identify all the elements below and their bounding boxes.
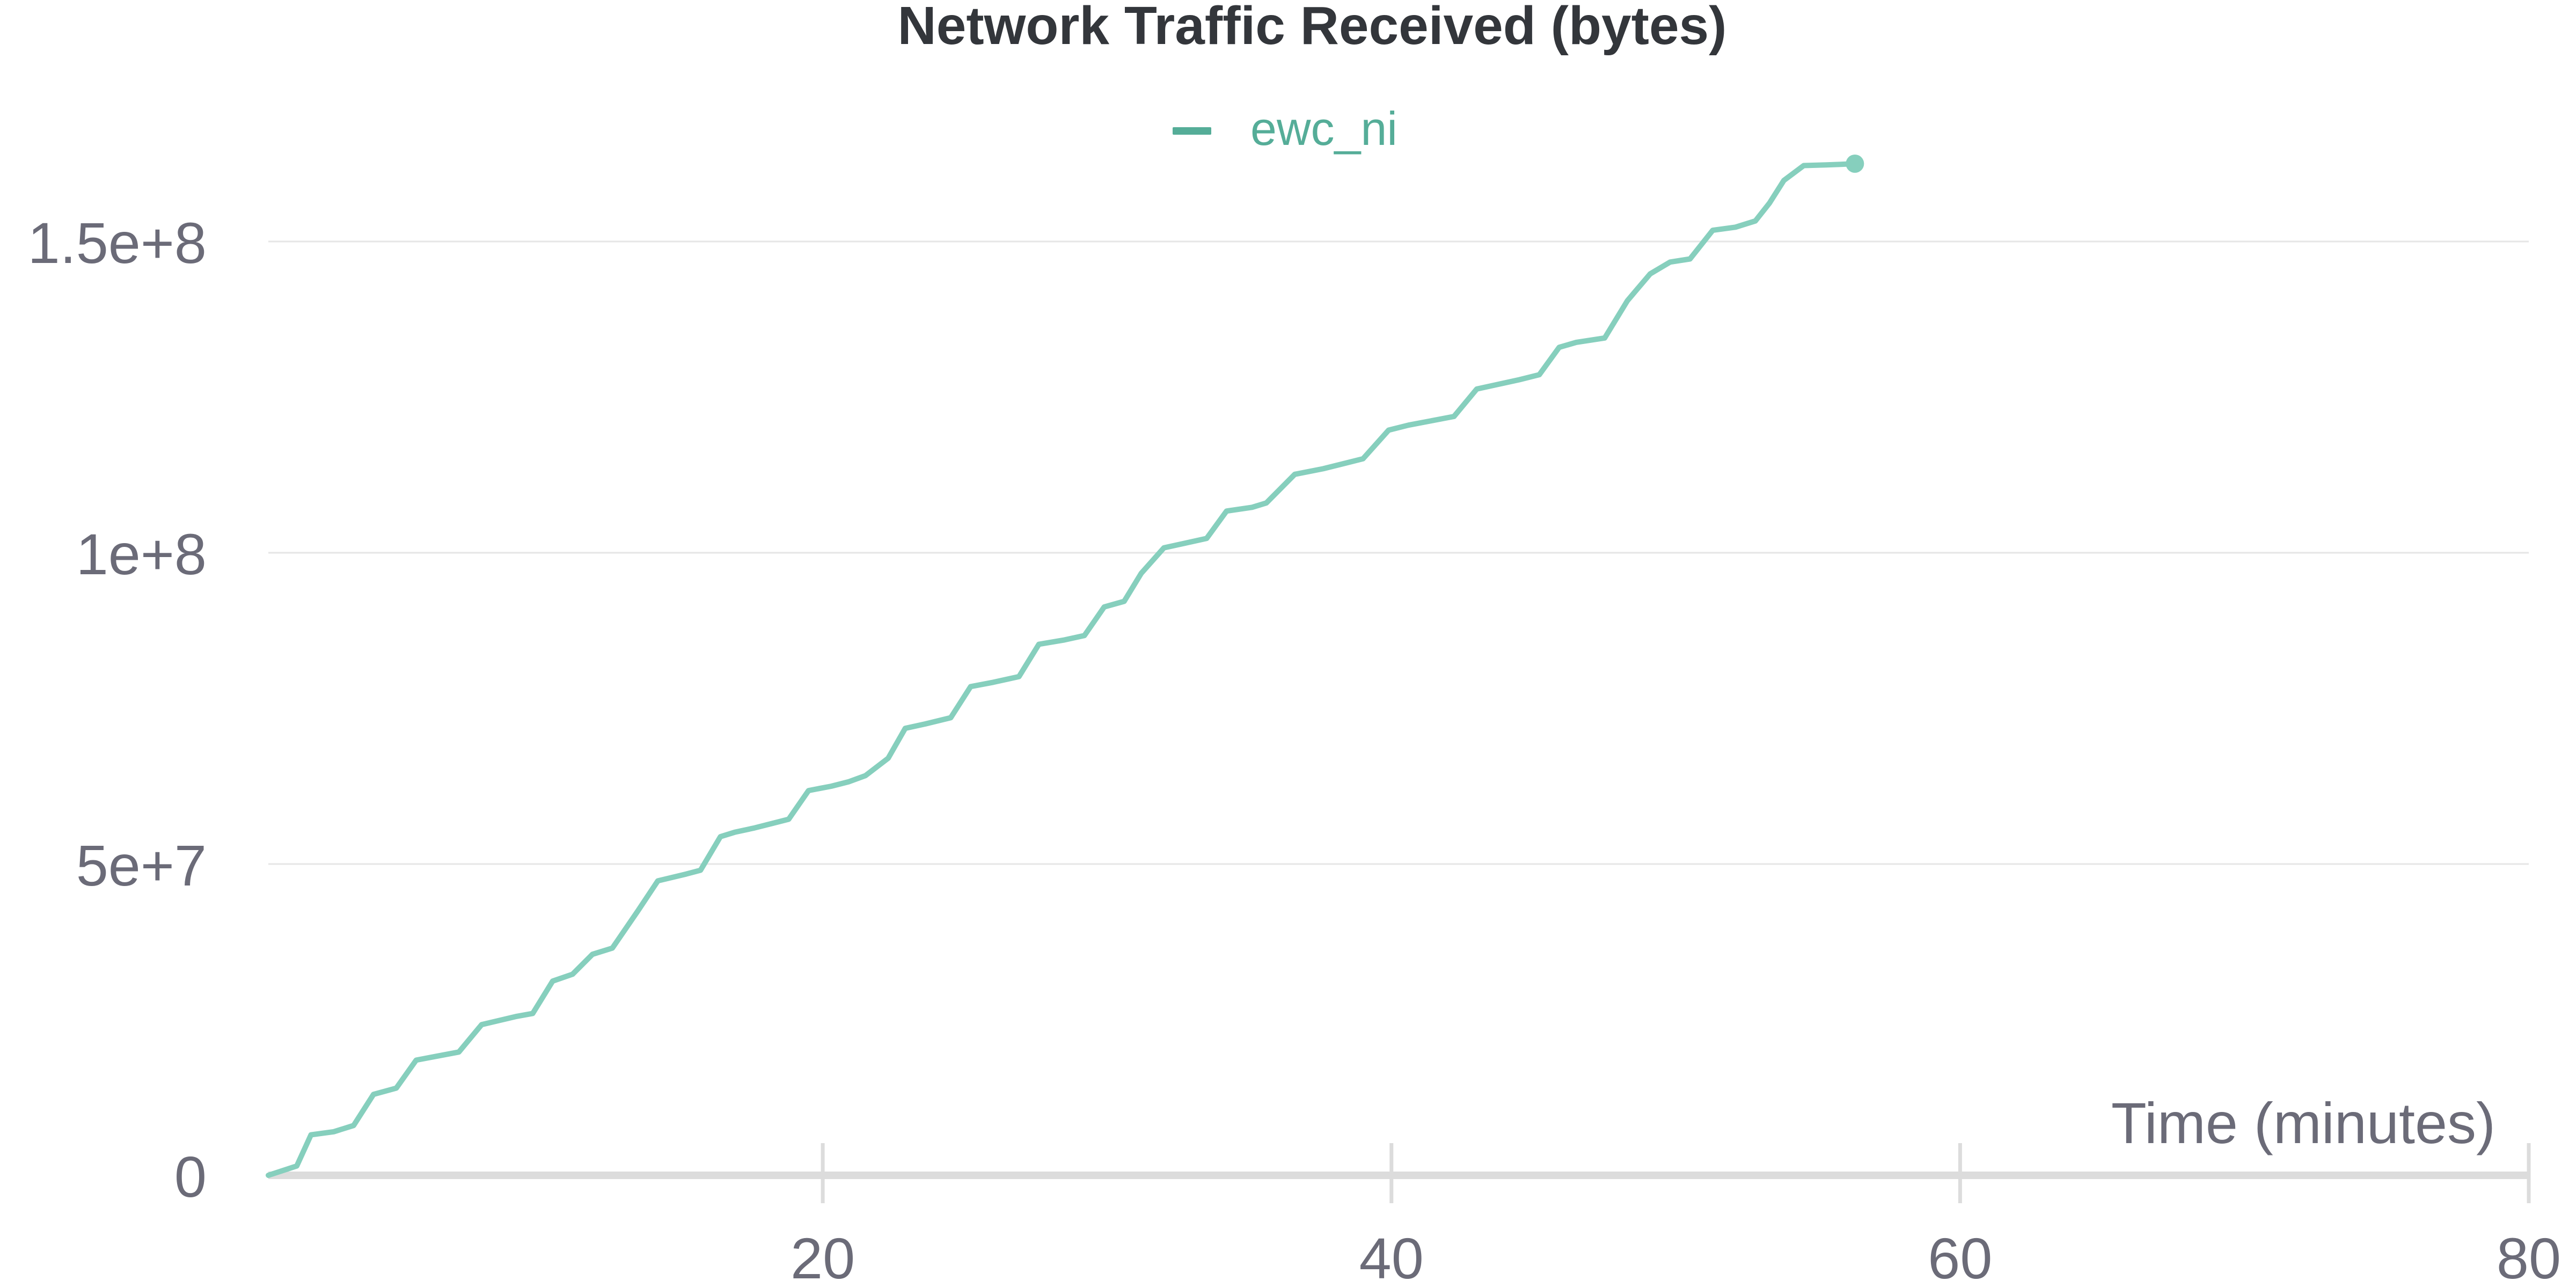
x-axis-label: Time (minutes) [2111,1091,2496,1155]
chart-title: Network Traffic Received (bytes) [898,0,1727,56]
y-tick-label: 5e+7 [76,833,207,898]
x-tick-label: 60 [1928,1226,1992,1288]
series-layer [266,155,1864,1178]
x-tick-label: 40 [1359,1226,1424,1288]
axes [268,1143,2531,1203]
x-tick-label: 80 [2497,1226,2561,1288]
grid-lines [268,240,2529,865]
y-tick-label: 1.5e+8 [28,210,207,275]
legend-label-ewc-ni: ewc_ni [1250,102,1397,155]
legend: ewc_ni [1173,102,1397,155]
series-end-point [1846,155,1864,173]
tick-labels: 0 5e+7 1e+8 1.5e+8 20 40 60 80 [28,210,2561,1288]
x-tick-label: 20 [791,1226,855,1288]
y-tick-label: 1e+8 [76,522,207,587]
series-line-ewc-ni [266,161,1858,1178]
legend-marker-ewc-ni [1173,127,1211,135]
y-tick-label: 0 [174,1144,207,1209]
